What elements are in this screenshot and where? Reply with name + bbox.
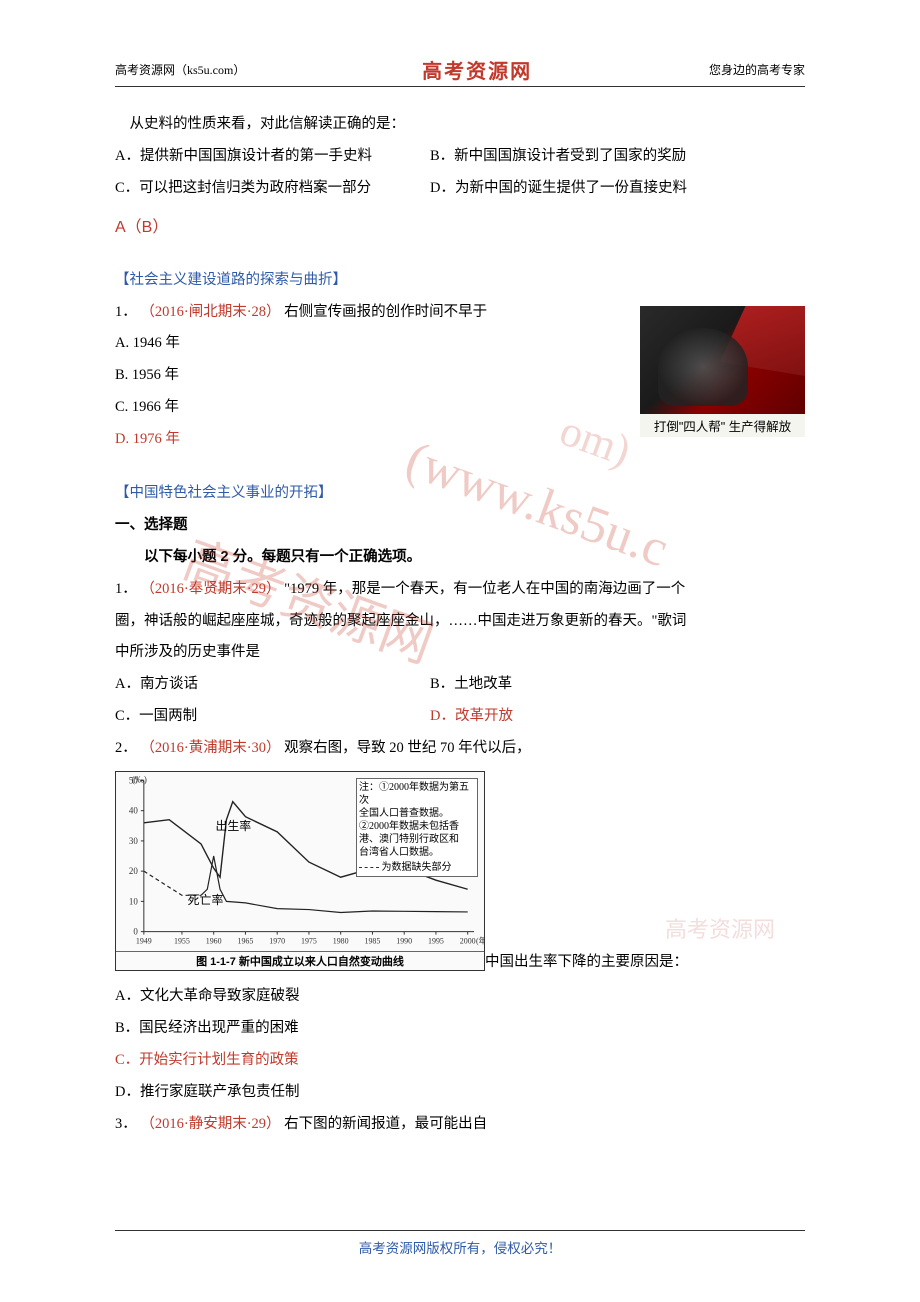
- section1-title: 【社会主义建设道路的探索与曲折】: [115, 265, 805, 297]
- s2q2-opt-c: C．开始实行计划生育的政策: [115, 1045, 805, 1077]
- page-header: 高考资源网（ks5u.com） 高考资源网 您身边的高考专家: [115, 55, 805, 87]
- s2q3-num: 3．: [115, 1116, 137, 1132]
- svg-text:30: 30: [129, 836, 138, 846]
- header-logo-text: 高考资源网: [422, 55, 532, 84]
- s2q1-stem3: 中所涉及的历史事件是: [115, 637, 805, 669]
- s2q1-stem1: "1979 年，那是一个春天，有一位老人在中国的南海边画了一个: [284, 581, 685, 597]
- s2q2-source: （2016·黄浦期末·30）: [140, 740, 280, 756]
- s2q1-opt-c: C．一国两制: [115, 701, 430, 733]
- svg-text:2000: 2000: [460, 937, 476, 946]
- svg-text:1955: 1955: [174, 937, 190, 946]
- s2q1-stem2: 圈，神话般的崛起座座城，奇迹般的聚起座座金山，……中国走进万象更新的春天。"歌词: [115, 606, 805, 638]
- intro-opt-a: A．提供新中国国旗设计者的第一手史料: [115, 141, 430, 173]
- svg-text:1980: 1980: [333, 937, 349, 946]
- s2q3-stem: 右下图的新闻报道，最可能出自: [284, 1116, 487, 1132]
- birth-rate-label: 出生率: [215, 819, 251, 833]
- intro-stem: 从史料的性质来看，对此信解读正确的是：: [115, 109, 805, 141]
- svg-text:1990: 1990: [396, 937, 412, 946]
- note-line: 全国人口普查数据。: [359, 807, 475, 820]
- s2q1-opt-a: A．南方谈话: [115, 669, 430, 701]
- s2q2-after-chart: 中国出生率下降的主要原因是：: [485, 954, 688, 970]
- propaganda-poster: 打倒"四人帮" 生产得解放: [640, 306, 805, 437]
- svg-text:(‰): (‰): [132, 774, 147, 784]
- svg-text:40: 40: [129, 806, 138, 816]
- svg-text:10: 10: [129, 896, 138, 906]
- poster-caption: 打倒"四人帮" 生产得解放: [640, 414, 805, 437]
- s2q1-opt-b: B．土地改革: [430, 669, 805, 701]
- s2q2-opt-a: A．文化大革命导致家庭破裂: [115, 981, 805, 1013]
- intro-opt-b: B．新中国国旗设计者受到了国家的奖励: [430, 141, 805, 173]
- svg-text:20: 20: [129, 866, 138, 876]
- svg-text:1985: 1985: [365, 937, 381, 946]
- section2-instruction: 以下每小题 2 分。每题只有一个正确选项。: [115, 542, 805, 574]
- svg-text:(年): (年): [476, 936, 484, 946]
- poster-people-shape: [658, 328, 748, 406]
- intro-opt-c: C．可以把这封信归类为政府档案一部分: [115, 173, 430, 205]
- header-left: 高考资源网（ks5u.com）: [115, 61, 245, 78]
- svg-text:1960: 1960: [206, 937, 222, 946]
- svg-text:1970: 1970: [269, 937, 285, 946]
- s2q2-opt-b: B．国民经济出现严重的困难: [115, 1013, 805, 1045]
- header-right: 您身边的高考专家: [709, 61, 805, 78]
- s2q1-source: （2016·奉贤期末·29）: [140, 581, 280, 597]
- s2q1-opt-d: D．改革开放: [430, 701, 805, 733]
- death-rate-label: 死亡率: [188, 893, 224, 907]
- intro-answer: A（B）: [115, 213, 805, 237]
- s1q1-stem: 右侧宣传画报的创作时间不早于: [284, 304, 487, 320]
- s2q1-num: 1．: [115, 581, 137, 597]
- population-chart: 01020304050(‰)19491955196019651970197519…: [115, 771, 485, 971]
- intro-opt-d: D．为新中国的诞生提供了一份直接史料: [430, 173, 805, 205]
- svg-text:0: 0: [133, 927, 138, 937]
- svg-text:1995: 1995: [428, 937, 444, 946]
- svg-text:1965: 1965: [238, 937, 254, 946]
- s2q2-opt-d: D．推行家庭联产承包责任制: [115, 1077, 805, 1109]
- note-line: ②2000年数据未包括香: [359, 820, 475, 833]
- chart-caption: 图 1-1-7 新中国成立以来人口自然变动曲线: [116, 951, 484, 970]
- chart-note: 注：①2000年数据为第五次 全国人口普查数据。 ②2000年数据未包括香 港、…: [356, 778, 478, 877]
- note-line: 台湾省人口数据。: [359, 846, 475, 859]
- section2-title: 【中国特色社会主义事业的开拓】: [115, 478, 805, 510]
- poster-image: [640, 306, 805, 414]
- svg-text:1975: 1975: [301, 937, 317, 946]
- svg-text:1949: 1949: [136, 937, 152, 946]
- s1q1-source: （2016·闸北期末·28）: [140, 304, 280, 320]
- s2q2-num: 2．: [115, 740, 137, 756]
- section2-heading: 一、选择题: [115, 510, 805, 542]
- note-line: 为数据缺失部分: [382, 862, 452, 873]
- page-footer: 高考资源网版权所有，侵权必究！: [115, 1230, 805, 1257]
- s2q3-source: （2016·静安期末·29）: [140, 1116, 280, 1132]
- note-line: 注：①2000年数据为第五次: [359, 781, 475, 807]
- s1q1-num: 1．: [115, 304, 137, 320]
- s2q2-stem: 观察右图，导致 20 世纪 70 年代以后，: [284, 740, 531, 756]
- note-line: 港、澳门特别行政区和: [359, 833, 475, 846]
